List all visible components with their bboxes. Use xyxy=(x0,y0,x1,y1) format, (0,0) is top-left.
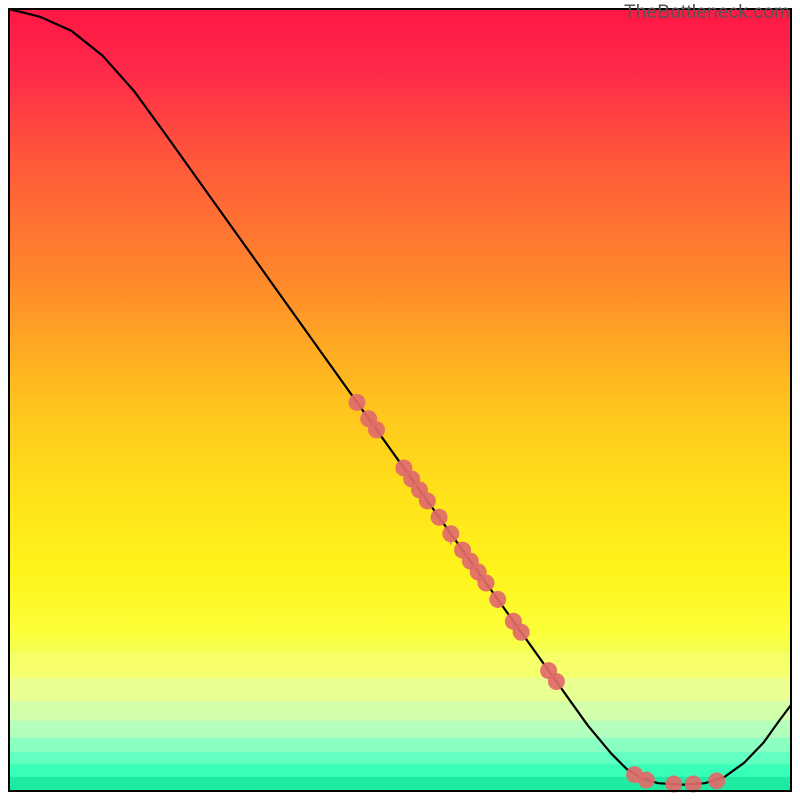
green-band xyxy=(9,752,791,765)
data-point xyxy=(442,525,459,542)
data-point xyxy=(431,509,448,526)
green-band xyxy=(9,654,791,677)
data-point xyxy=(419,492,436,509)
green-band xyxy=(9,738,791,752)
data-point xyxy=(665,775,682,792)
data-point xyxy=(638,772,655,789)
green-band xyxy=(9,678,791,701)
green-band xyxy=(9,764,791,777)
data-point xyxy=(513,624,530,641)
data-point xyxy=(478,574,495,591)
data-point xyxy=(368,421,385,438)
data-point xyxy=(348,394,365,411)
data-point xyxy=(685,775,702,792)
data-point xyxy=(548,673,565,690)
data-point xyxy=(489,591,506,608)
watermark-text: TheBottleneck.com xyxy=(624,2,790,24)
chart-svg xyxy=(0,0,800,800)
green-band xyxy=(9,701,791,721)
bottleneck-chart: TheBottleneck.com xyxy=(0,0,800,800)
green-band xyxy=(9,721,791,738)
data-point xyxy=(708,772,725,789)
